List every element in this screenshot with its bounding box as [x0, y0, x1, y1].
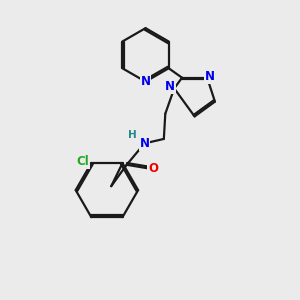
Text: N: N — [140, 75, 151, 88]
Text: N: N — [205, 70, 215, 83]
Text: Cl: Cl — [76, 155, 89, 168]
Text: O: O — [148, 162, 158, 175]
Text: H: H — [128, 130, 137, 140]
Text: N: N — [140, 137, 149, 150]
Text: N: N — [165, 80, 175, 93]
